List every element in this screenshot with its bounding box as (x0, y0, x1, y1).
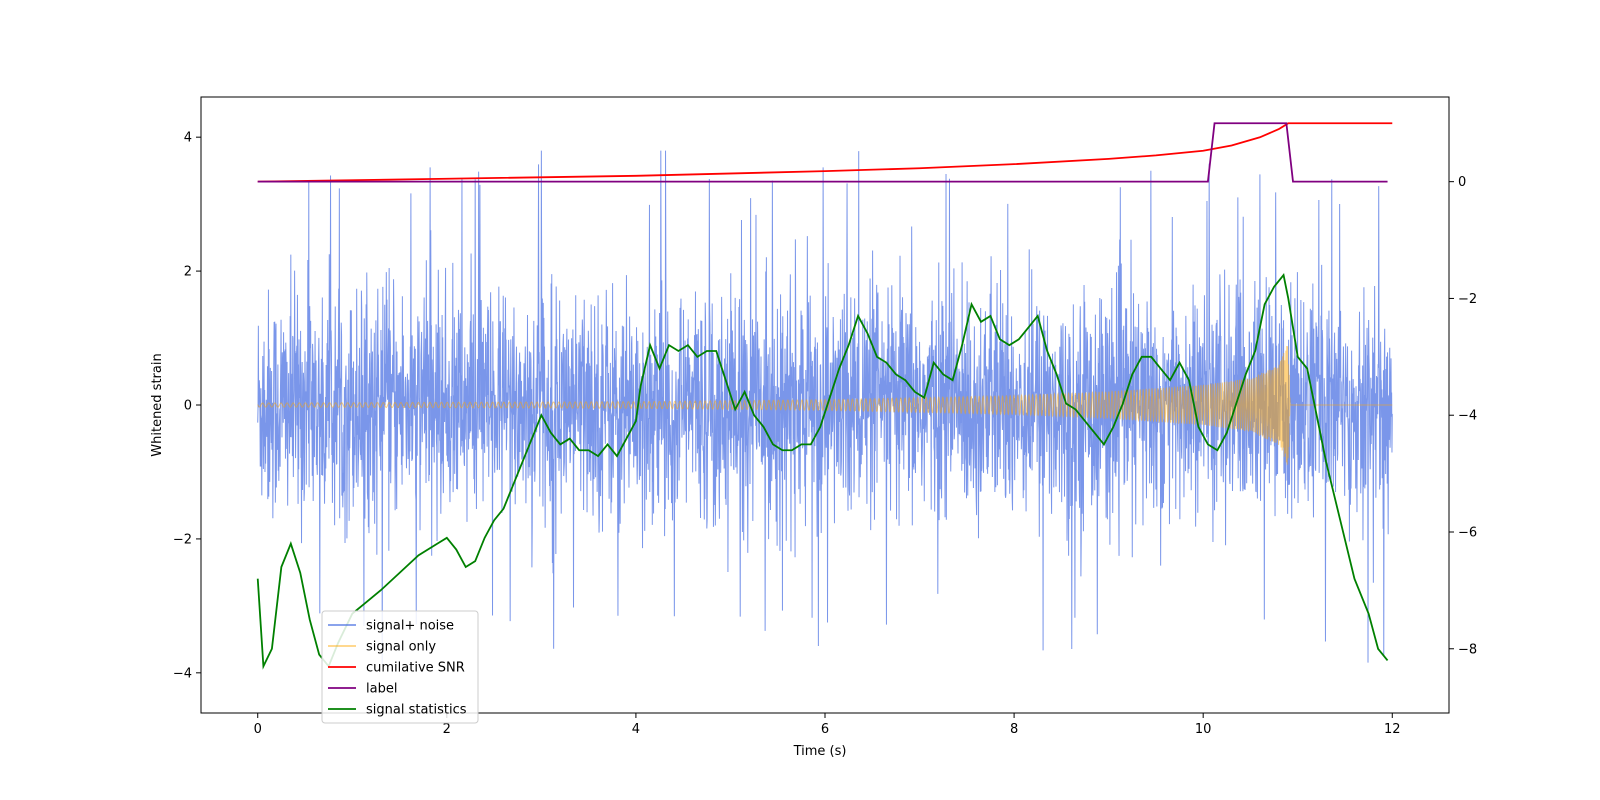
x-tick-label: 0 (254, 722, 262, 737)
series-signal-statistics (256, 273, 1389, 670)
y-tick-label-left: −4 (173, 666, 192, 681)
y-tick-label-right: 0 (1458, 175, 1466, 190)
series-signal-only (257, 345, 1393, 465)
y-axis-right: −8 −6 −4 −2 0 (1449, 175, 1477, 657)
x-tick-label: 2 (443, 722, 451, 737)
x-axis-label: Time (s) (793, 744, 847, 759)
legend-box (321, 610, 479, 724)
legend-item-label: cumilative SNR (366, 661, 465, 676)
legend: signal+ noise signal only cumilative SNR la… (321, 610, 479, 724)
x-tick-label: 12 (1384, 722, 1401, 737)
legend-item-label: signal statistics (366, 703, 467, 718)
y-tick-label-right: −4 (1458, 409, 1477, 424)
y-tick-label-left: 4 (184, 131, 192, 146)
series-cumulative-snr (257, 122, 1393, 183)
x-tick-label: 10 (1195, 722, 1212, 737)
series-label (257, 122, 1388, 183)
y-tick-label-right: −2 (1458, 292, 1477, 307)
y-tick-label-left: 0 (184, 399, 192, 414)
y-tick-label-right: −8 (1458, 642, 1477, 657)
y-tick-label-left: −2 (173, 532, 192, 547)
y-tick-label-right: −6 (1458, 525, 1477, 540)
y-axis-left: −4 −2 0 2 4 (173, 131, 201, 681)
x-tick-label: 4 (632, 722, 640, 737)
legend-item-label: signal+ noise (366, 619, 454, 634)
series-signal-noise (257, 150, 1393, 665)
legend-item-label: signal only (366, 640, 436, 655)
legend-item-label: label (366, 682, 397, 697)
y-tick-label-left: 2 (184, 265, 192, 280)
y-axis-label: Whitened strain (150, 353, 165, 456)
plot-area (256, 122, 1393, 670)
x-tick-label: 8 (1010, 722, 1018, 737)
x-tick-label: 6 (821, 722, 829, 737)
